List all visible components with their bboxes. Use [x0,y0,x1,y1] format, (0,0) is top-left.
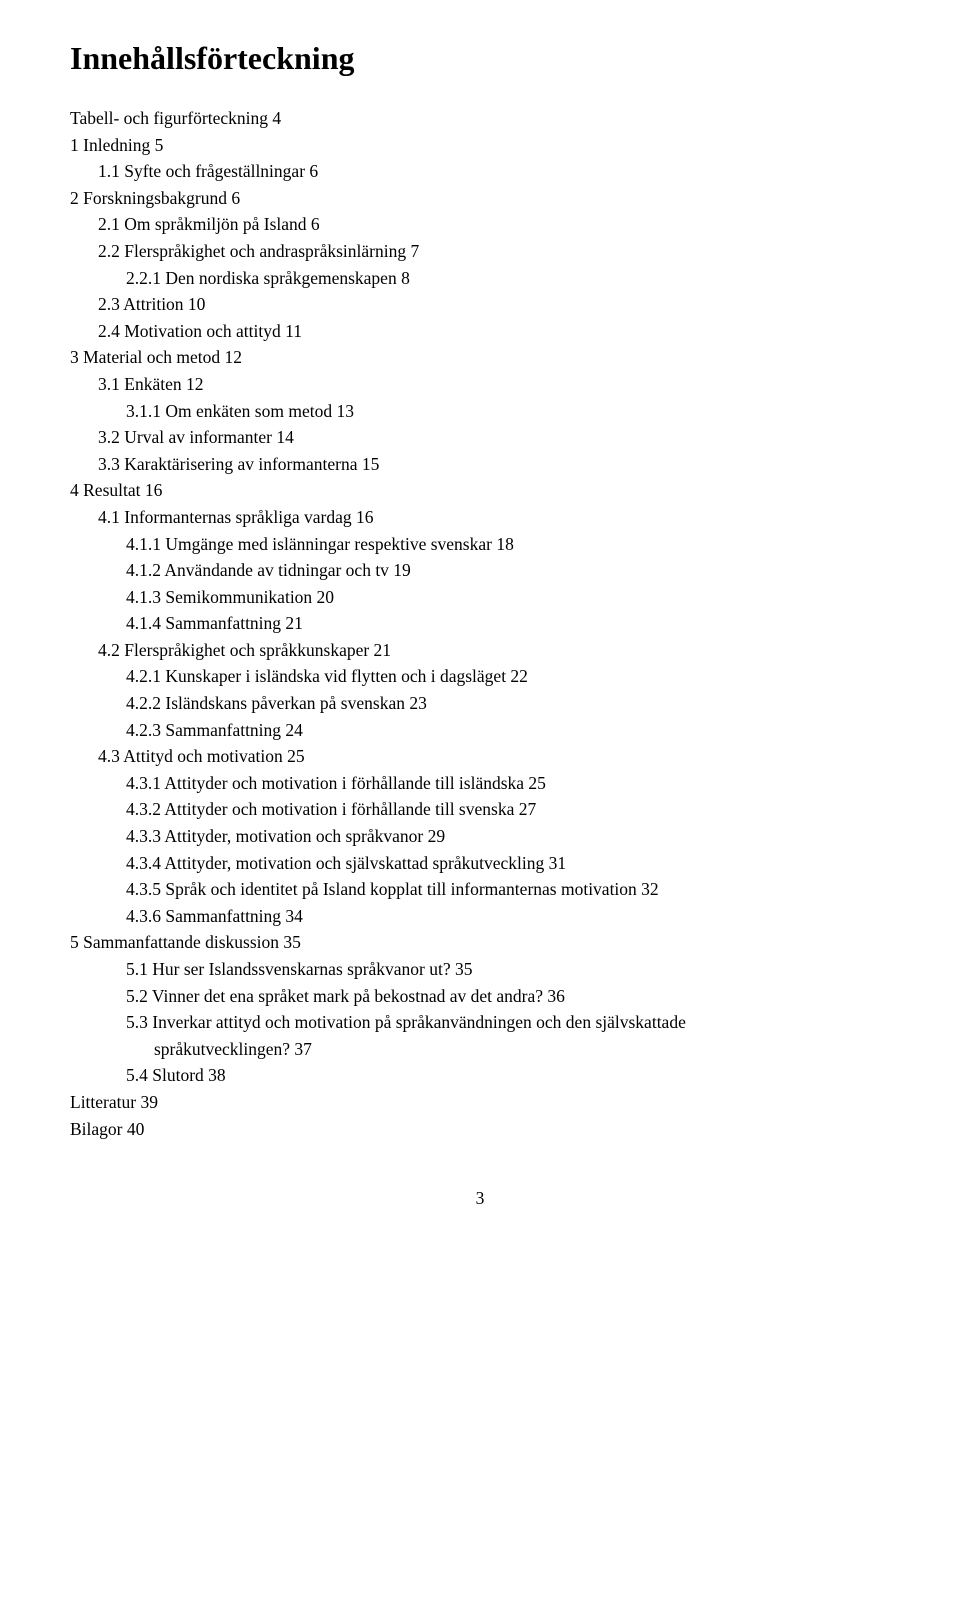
toc-entry: 5.3 Inverkar attityd och motivation på s… [126,1009,890,1036]
toc-entry: 4.1 Informanternas språkliga vardag 16 [98,504,890,531]
toc-title: Innehållsförteckning [70,40,890,77]
toc-entry: 4.2.3 Sammanfattning 24 [126,717,890,744]
toc-entry: 3.3 Karaktärisering av informanterna 15 [98,451,890,478]
toc-entry: 1 Inledning 5 [70,132,890,159]
toc-entry: språkutvecklingen? 37 [154,1036,890,1063]
toc-entry: 2 Forskningsbakgrund 6 [70,185,890,212]
toc-entry: 2.2.1 Den nordiska språkgemenskapen 8 [126,265,890,292]
toc-entry: 4.1.2 Användande av tidningar och tv 19 [126,557,890,584]
toc-container: Tabell- och figurförteckning 41 Inlednin… [70,105,890,1142]
toc-entry: 4.3 Attityd och motivation 25 [98,743,890,770]
toc-entry: 3.2 Urval av informanter 14 [98,424,890,451]
toc-entry: 4.1.1 Umgänge med islänningar respektive… [126,531,890,558]
toc-entry: 3.1 Enkäten 12 [98,371,890,398]
toc-entry: Bilagor 40 [70,1116,890,1143]
toc-entry: 4.3.5 Språk och identitet på Island kopp… [126,876,890,903]
toc-entry: Litteratur 39 [70,1089,890,1116]
toc-entry: 4.1.3 Semikommunikation 20 [126,584,890,611]
toc-entry: 3 Material och metod 12 [70,344,890,371]
toc-entry: 4.2 Flerspråkighet och språkkunskaper 21 [98,637,890,664]
toc-entry: 2.1 Om språkmiljön på Island 6 [98,211,890,238]
toc-entry: 4.3.3 Attityder, motivation och språkvan… [126,823,890,850]
toc-entry: 4 Resultat 16 [70,477,890,504]
toc-entry: 5 Sammanfattande diskussion 35 [70,929,890,956]
toc-entry: 5.1 Hur ser Islandssvenskarnas språkvano… [126,956,890,983]
toc-entry: 3.1.1 Om enkäten som metod 13 [126,398,890,425]
toc-entry: 4.2.1 Kunskaper i isländska vid flytten … [126,663,890,690]
toc-entry: 1.1 Syfte och frågeställningar 6 [98,158,890,185]
toc-entry: Tabell- och figurförteckning 4 [70,105,890,132]
toc-entry: 4.1.4 Sammanfattning 21 [126,610,890,637]
toc-entry: 2.2 Flerspråkighet och andraspråksinlärn… [98,238,890,265]
toc-entry: 2.4 Motivation och attityd 11 [98,318,890,345]
toc-entry: 4.3.6 Sammanfattning 34 [126,903,890,930]
toc-entry: 4.3.4 Attityder, motivation och självska… [126,850,890,877]
toc-entry: 2.3 Attrition 10 [98,291,890,318]
toc-entry: 5.2 Vinner det ena språket mark på bekos… [126,983,890,1010]
toc-entry: 5.4 Slutord 38 [126,1062,890,1089]
page-number: 3 [70,1188,890,1209]
toc-entry: 4.2.2 Isländskans påverkan på svenskan 2… [126,690,890,717]
toc-entry: 4.3.2 Attityder och motivation i förhåll… [126,796,890,823]
toc-entry: 4.3.1 Attityder och motivation i förhåll… [126,770,890,797]
